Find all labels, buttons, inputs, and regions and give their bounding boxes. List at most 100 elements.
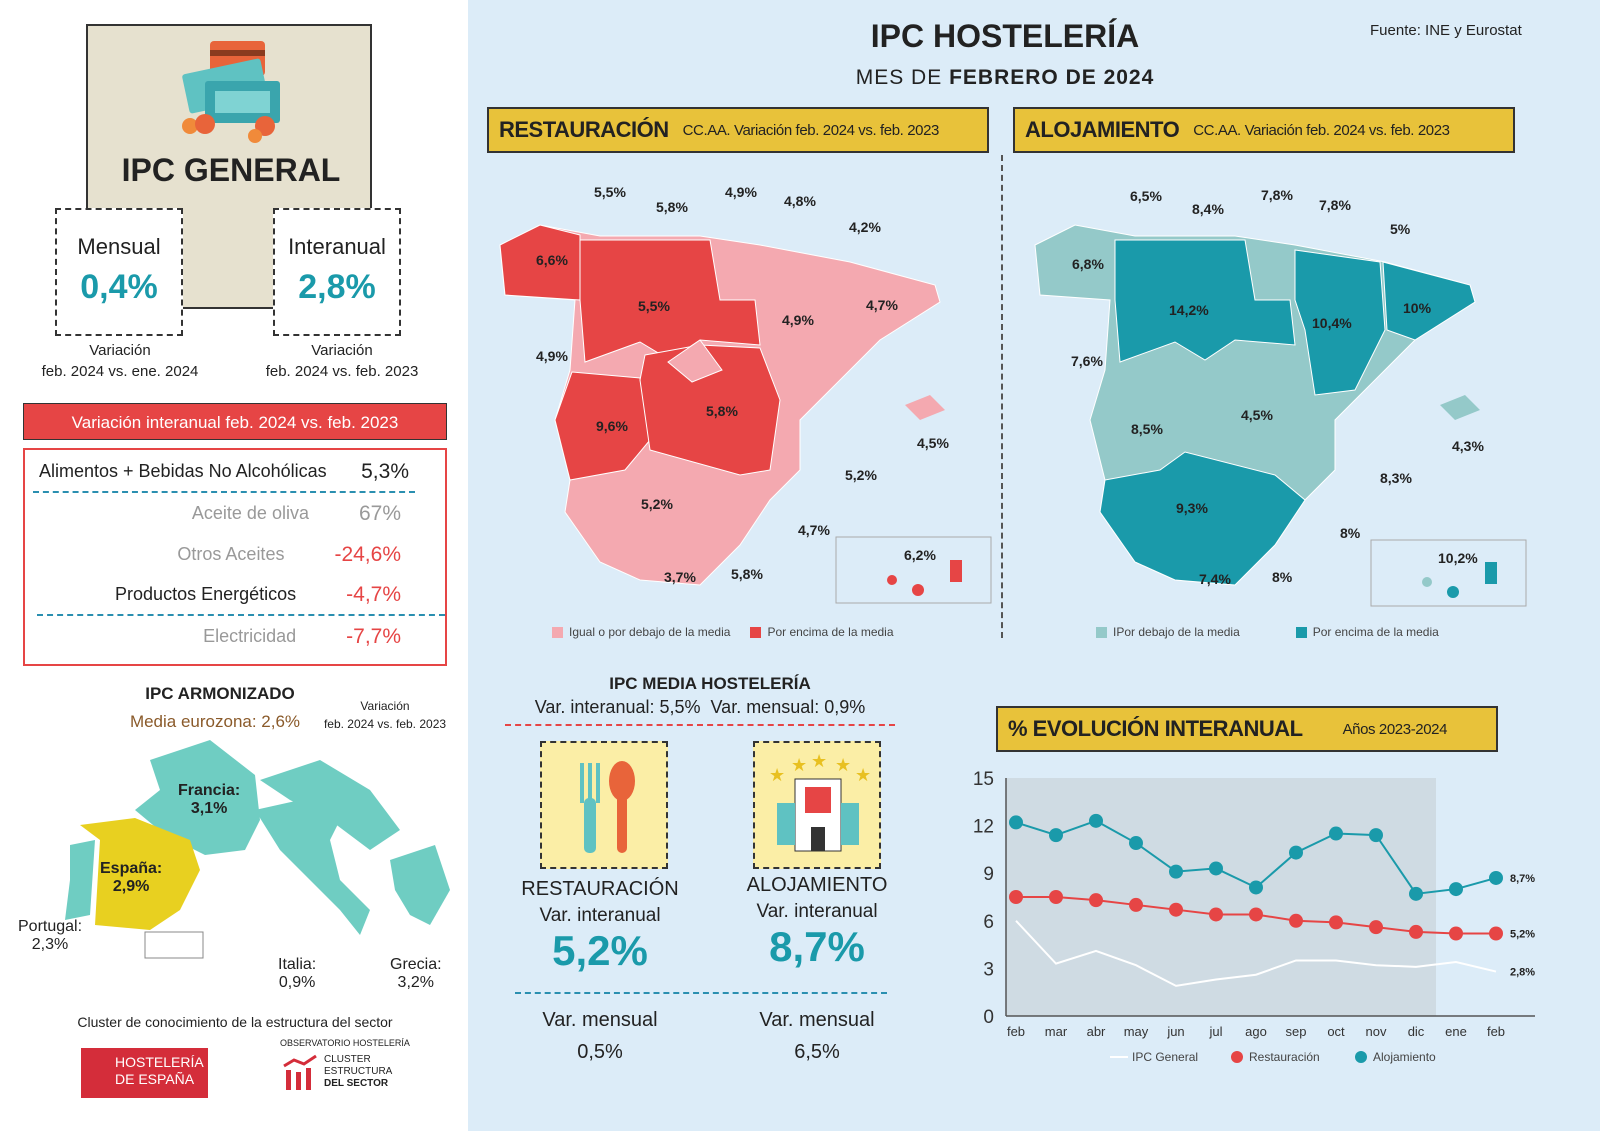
country-value: 0,9% bbox=[278, 974, 316, 991]
svg-text:★: ★ bbox=[769, 765, 785, 785]
fork-spoon-icon bbox=[540, 741, 668, 869]
y-tick-label: 0 bbox=[983, 1007, 994, 1028]
svg-text:★: ★ bbox=[811, 751, 827, 771]
restauracion-title: RESTAURACIÓN bbox=[499, 117, 669, 142]
map-label: 5,5% bbox=[594, 184, 626, 200]
canarias-inset bbox=[1370, 539, 1527, 607]
map-label: 14,2% bbox=[1169, 302, 1209, 318]
mensual-box: Mensual 0,4% bbox=[55, 208, 183, 336]
data-point bbox=[1089, 893, 1103, 908]
data-point bbox=[1209, 907, 1223, 922]
x-tick-label: may bbox=[1124, 1024, 1149, 1039]
data-point bbox=[1449, 926, 1463, 941]
map-label: 5,8% bbox=[706, 403, 738, 419]
page-title: IPC HOSTELERÍA bbox=[870, 18, 1140, 54]
logo-text: HOSTELERÍA bbox=[115, 1054, 204, 1070]
aloj-inter-value: 8,7% bbox=[769, 923, 865, 970]
map-label: 6,2% bbox=[904, 547, 936, 563]
interanual-value: 2,8% bbox=[298, 268, 376, 306]
svg-text:★: ★ bbox=[835, 755, 851, 775]
map-label: 7,4% bbox=[1199, 571, 1231, 587]
map-label: 10,2% bbox=[1438, 550, 1478, 566]
end-label: 5,2% bbox=[1510, 928, 1535, 940]
legend-swatch bbox=[1231, 1051, 1243, 1063]
data-point bbox=[1209, 861, 1223, 876]
subtitle-bold: FEBRERO DE 2024 bbox=[949, 66, 1155, 89]
map-label: 4,9% bbox=[725, 184, 757, 200]
map-label: 10% bbox=[1403, 300, 1432, 316]
subtitle-pre: MES DE bbox=[855, 66, 950, 89]
map-label: 10,4% bbox=[1312, 315, 1352, 331]
aloj-mens-value: 6,5% bbox=[794, 1041, 840, 1063]
alojamiento-header: ALOJAMIENTO CC.AA. Variación feb. 2024 vs… bbox=[1013, 107, 1515, 153]
data-point bbox=[1169, 902, 1183, 917]
map-label: 4,9% bbox=[782, 312, 814, 328]
map-label: 7,8% bbox=[1261, 187, 1293, 203]
restauracion-subtitle: CC.AA. Variación feb. 2024 vs. feb. 2023 bbox=[682, 121, 940, 139]
item-value: -7,7% bbox=[346, 624, 401, 648]
media-title: IPC MEDIA HOSTELERÍA bbox=[609, 674, 811, 693]
legend-swatch bbox=[1295, 626, 1307, 638]
rest-mens-value: 0,5% bbox=[577, 1041, 623, 1063]
region-baleares bbox=[905, 395, 945, 420]
alojamiento-map bbox=[1034, 224, 1527, 607]
data-point bbox=[1289, 913, 1303, 928]
greece-shape bbox=[390, 845, 450, 925]
cluster-chart-icon bbox=[283, 1054, 317, 1090]
region-cataluna bbox=[1382, 261, 1476, 341]
region-castilla-mancha bbox=[639, 344, 781, 476]
country-value: 3,2% bbox=[397, 974, 435, 991]
region-baleares bbox=[1440, 395, 1480, 420]
spain-shape bbox=[80, 818, 200, 930]
legend-label: IPC General bbox=[1132, 1050, 1198, 1064]
rest-block: RESTAURACIÓN Var. interanual 5,2% bbox=[515, 878, 685, 975]
item-label: Productos Energéticos bbox=[115, 584, 297, 604]
item-value: -4,7% bbox=[346, 582, 401, 606]
legend-swatch bbox=[1355, 1051, 1367, 1063]
table-row: Productos Energéticos -4,7% bbox=[37, 575, 445, 616]
data-point bbox=[1129, 836, 1143, 851]
interanual-box: Interanual 2,8% bbox=[273, 208, 401, 336]
x-tick-label: ago bbox=[1245, 1024, 1267, 1039]
variation-table: Alimentos + Bebidas No Alcohólicas 5,3% A… bbox=[23, 448, 447, 666]
logo-text: DEL SECTOR bbox=[324, 1078, 389, 1089]
svg-text:★: ★ bbox=[791, 755, 807, 775]
data-point bbox=[1009, 890, 1023, 904]
logo-text: ESTRUCTURA bbox=[324, 1066, 393, 1077]
aloj-title: ALOJAMIENTO bbox=[746, 874, 888, 896]
region-andalucia bbox=[1099, 451, 1306, 586]
region-madrid bbox=[667, 339, 723, 383]
country-italia: Italia: 0,9% bbox=[278, 956, 316, 992]
map-label: 5,2% bbox=[845, 467, 877, 483]
end-label: 8,7% bbox=[1510, 873, 1535, 885]
aloj-mensual: Var. mensual 6,5% bbox=[732, 1004, 902, 1068]
mensual-caption: Variación feb. 2024 vs. ene. 2024 bbox=[30, 340, 210, 382]
data-point bbox=[1449, 882, 1463, 897]
map-label: 5,8% bbox=[731, 566, 763, 582]
restauracion-legend: Igual o por debajo de la media Por encima… bbox=[552, 625, 894, 639]
map-label: 5,2% bbox=[641, 496, 673, 512]
series-line bbox=[1015, 920, 1497, 987]
map-label: 4,3% bbox=[1452, 438, 1484, 454]
france-shape bbox=[135, 740, 260, 855]
item-value: 67% bbox=[358, 501, 401, 525]
y-tick-label: 9 bbox=[983, 864, 994, 885]
caption-line: Variación bbox=[311, 342, 373, 359]
mensual-value: 0,4% bbox=[80, 268, 158, 306]
legend-label: Por encima de la media bbox=[1312, 625, 1439, 639]
item-value: 5,3% bbox=[361, 459, 409, 483]
x-tick-label: mar bbox=[1045, 1024, 1068, 1039]
data-point bbox=[1249, 907, 1263, 922]
country-name: España: bbox=[100, 860, 163, 877]
hosteleria-espana-logo: HOSTELERÍA DE ESPAÑA bbox=[81, 1048, 208, 1098]
table-row: Electricidad -7,7% bbox=[25, 616, 445, 657]
divider bbox=[1001, 155, 1003, 638]
map-label: 8,5% bbox=[1131, 421, 1163, 437]
data-point bbox=[1089, 813, 1103, 828]
country-francia: Francia: 3,1% bbox=[178, 782, 240, 818]
y-tick-label: 15 bbox=[973, 769, 994, 790]
data-point bbox=[1049, 828, 1063, 843]
map-label: 4,7% bbox=[866, 297, 898, 313]
data-point bbox=[1369, 828, 1383, 843]
logo-text: DE ESPAÑA bbox=[115, 1071, 195, 1087]
